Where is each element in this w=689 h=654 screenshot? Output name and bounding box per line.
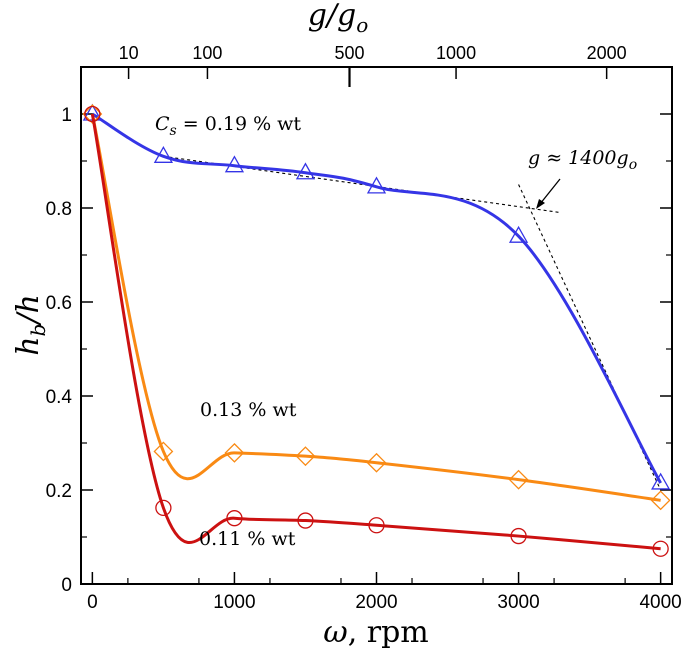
y-tick-label: 0.8 (46, 199, 72, 220)
data-point-triangle (295, 162, 316, 180)
data-point-circle (84, 105, 101, 123)
top-tick-label: 100 (192, 43, 222, 63)
x-tick-label: 1000 (213, 592, 255, 613)
series-2 (82, 104, 671, 511)
fit-lines (163, 155, 662, 491)
series-line (90, 113, 661, 502)
series-layer (82, 103, 671, 557)
y-tick-label: 0 (61, 575, 72, 596)
plot-frame (80, 66, 673, 585)
top-tick-label: 1000 (436, 43, 476, 63)
annotation-arrow-head (536, 199, 545, 209)
annotation-arrow-shaft (539, 178, 561, 205)
data-point-triangle (153, 145, 174, 163)
x-tick-label: 0 (87, 592, 98, 613)
data-point-circle (155, 499, 172, 517)
top-tick-label: 500 (334, 43, 364, 63)
data-point-circle (510, 527, 527, 545)
annotation-arrow (536, 178, 561, 209)
annotation-series2: 0.13 % wt (200, 399, 297, 421)
annotation-series3: 0.11 % wt (199, 528, 296, 550)
data-point-triangle (224, 155, 245, 173)
top-axis: 10 100 500 1000 2000 (119, 43, 627, 87)
data-point-diamond (508, 469, 529, 490)
data-point-triangle (366, 176, 387, 194)
data-point-circle (368, 517, 385, 534)
series-line (91, 112, 662, 484)
data-point-circle (652, 540, 669, 557)
x-tick-label: 3000 (497, 592, 539, 613)
y-tick-label: 0.4 (46, 387, 73, 408)
data-point-circle (297, 512, 314, 529)
x-axis: 0 1000 2000 3000 4000 (87, 572, 682, 613)
y-tick-label: 0.2 (46, 481, 72, 502)
top-tick-label: 10 (119, 43, 139, 63)
annotation-series1: Cs = 0.19 % wt (155, 113, 301, 139)
data-point-diamond (224, 442, 245, 463)
data-point-diamond (82, 104, 103, 124)
top-tick-label: 2000 (587, 43, 627, 63)
fit-line-2 (518, 184, 662, 491)
y-tick-label: 1 (61, 105, 72, 126)
x-tick-label: 4000 (639, 592, 681, 613)
series-3 (84, 105, 669, 557)
annotation-transition: g ≈ 1400go (528, 147, 637, 173)
y-tick-label: 0.6 (46, 293, 72, 314)
y-axis: 0 0.2 0.4 0.6 0.8 1 (46, 66, 672, 596)
data-point-triangle (508, 225, 529, 243)
top-axis-title: g/go (308, 0, 369, 37)
data-point-diamond (153, 441, 174, 462)
series-line (90, 113, 661, 551)
data-point-triangle (651, 472, 671, 490)
data-point-diamond (650, 490, 671, 511)
data-point-circle (226, 510, 243, 527)
data-point-diamond (366, 452, 387, 473)
y-axis-title: hb/h (11, 294, 50, 356)
x-axis-title: ω, rpm (323, 615, 429, 650)
data-point-diamond (295, 446, 316, 467)
x-tick-label: 2000 (355, 592, 397, 613)
